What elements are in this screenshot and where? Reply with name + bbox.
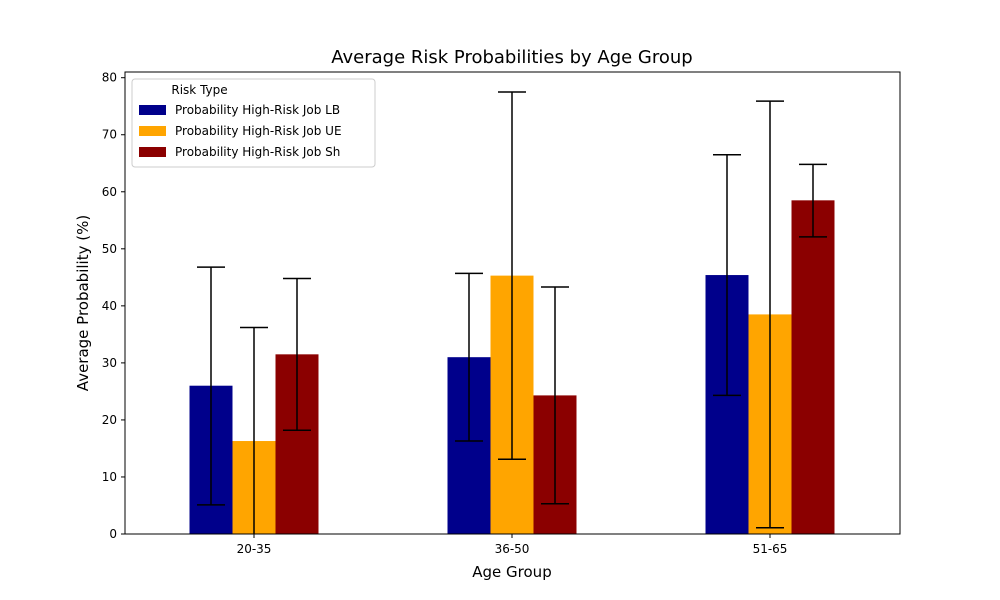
bar-3-51-65 bbox=[791, 200, 835, 534]
plot-clip-group bbox=[189, 91, 835, 534]
legend: Risk Type Probability High-Risk Job LB Pro… bbox=[131, 78, 376, 168]
legend-swatch-2 bbox=[139, 126, 166, 136]
legend-label-2: Probability High-Risk Job UE bbox=[175, 124, 342, 138]
y-tick-label: 10 bbox=[102, 470, 117, 484]
y-axis-label: Average Probability (%) bbox=[74, 215, 92, 391]
y-tick-label: 30 bbox=[102, 356, 117, 370]
y-tick-label: 70 bbox=[102, 128, 117, 142]
chart-title: Average Risk Probabilities by Age Group bbox=[331, 47, 692, 68]
y-tick-label: 50 bbox=[102, 242, 117, 256]
x-tick-label: 20-35 bbox=[237, 542, 272, 556]
error-bar-3-51-65 bbox=[799, 163, 827, 238]
error-bar-3-36-50 bbox=[541, 286, 569, 505]
legend-label-1: Probability High-Risk Job LB bbox=[175, 103, 340, 117]
plot-area bbox=[124, 71, 901, 535]
y-tick-label: 60 bbox=[102, 185, 117, 199]
legend-title: Risk Type bbox=[171, 83, 227, 97]
error-bar-3-20-35 bbox=[283, 277, 311, 431]
error-bar-1-51-65 bbox=[713, 153, 741, 397]
x-axis-label: Age Group bbox=[472, 563, 551, 581]
y-tick-label: 80 bbox=[102, 71, 117, 85]
x-tick-label: 36-50 bbox=[495, 542, 530, 556]
error-bar-2-20-35 bbox=[240, 326, 268, 534]
legend-swatch-1 bbox=[139, 105, 166, 115]
x-axis: 20-35 36-50 51-65 bbox=[237, 534, 788, 556]
error-bar-1-36-50 bbox=[455, 272, 483, 442]
legend-frame bbox=[131, 78, 376, 168]
error-bar-2-36-50 bbox=[498, 91, 526, 461]
y-tick-label: 0 bbox=[109, 527, 117, 541]
error-bar-2-51-65 bbox=[756, 100, 784, 529]
y-axis: 0 10 20 30 40 50 60 70 80 bbox=[102, 71, 125, 541]
error-bar-1-20-35 bbox=[197, 266, 225, 506]
legend-swatch-3 bbox=[139, 147, 166, 157]
y-tick-label: 40 bbox=[102, 299, 117, 313]
x-tick-label: 51-65 bbox=[753, 542, 788, 556]
y-tick-label: 20 bbox=[102, 413, 117, 427]
legend-label-3: Probability High-Risk Job Sh bbox=[175, 145, 340, 159]
